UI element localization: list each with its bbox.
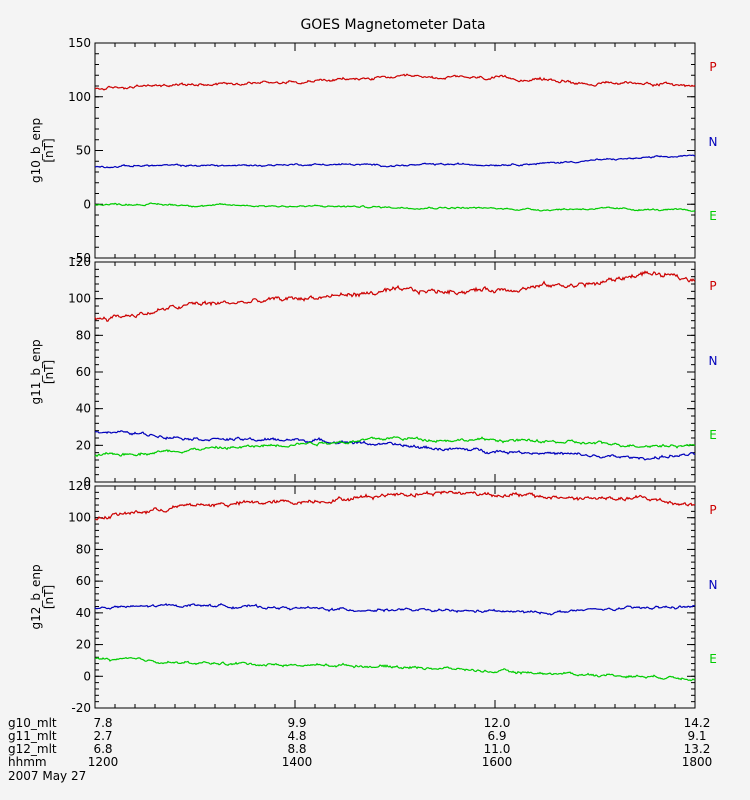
y-axis-label: g10_b_enp — [29, 118, 43, 183]
x-row-value: 1400 — [282, 755, 313, 769]
x-row-value: 4.8 — [287, 729, 306, 743]
y-tick-label: 120 — [68, 479, 91, 493]
series-line-N-panel-3 — [94, 603, 696, 616]
x-row-value: 11.0 — [484, 742, 511, 756]
x-row-label: g12_mlt — [8, 742, 57, 756]
y-axis-label: g11_b_enp — [29, 339, 43, 404]
y-tick-label: 80 — [76, 542, 91, 556]
y-axis-unit: [nT] — [42, 585, 56, 609]
legend-P: P — [709, 279, 716, 293]
y-tick-label: 20 — [76, 438, 91, 452]
y-tick-label: -50 — [71, 251, 91, 265]
y-tick-label: 50 — [76, 144, 91, 158]
y-tick-label: 40 — [76, 402, 91, 416]
y-tick-label: 100 — [68, 90, 91, 104]
legend-N: N — [709, 354, 718, 368]
legend-P: P — [709, 503, 716, 517]
x-row-value: 2.7 — [93, 729, 112, 743]
series-line-N-panel-1 — [94, 154, 696, 169]
x-row-label: g11_mlt — [8, 729, 57, 743]
x-row-value: 7.8 — [93, 716, 112, 730]
x-row-value: 6.8 — [93, 742, 112, 756]
series-line-N-panel-2 — [94, 430, 696, 461]
y-tick-label: 100 — [68, 511, 91, 525]
x-row-value: 13.2 — [684, 742, 711, 756]
series-line-E-panel-3 — [94, 656, 696, 682]
date-label: 2007 May 27 — [8, 769, 86, 783]
legend-E: E — [709, 209, 717, 223]
plot-frame — [94, 42, 696, 259]
y-tick-label: 60 — [76, 365, 91, 379]
series-line-P-panel-2 — [94, 270, 696, 322]
panel-1: -50 0 50 100 150 g10_b_enp [nT] P N E — [29, 36, 717, 265]
plot-frame — [94, 485, 696, 709]
legend-E: E — [709, 428, 717, 442]
y-tick-label: 100 — [68, 292, 91, 306]
series-line-E-panel-2 — [94, 436, 696, 458]
series-line-P-panel-3 — [94, 490, 696, 521]
x-row-value: 9.9 — [287, 716, 306, 730]
x-axis-table: g10_mlt 7.8 9.9 12.0 14.2 g11_mlt 2.7 4.8 6.9 9.1… — [8, 716, 712, 783]
series-line-E-panel-1 — [94, 202, 696, 212]
chart-title: GOES Magnetometer Data — [300, 17, 485, 33]
y-tick-label: 60 — [76, 574, 91, 588]
x-row-label: hhmm — [8, 755, 47, 769]
x-row-value: 1800 — [682, 755, 713, 769]
y-tick-label: 0 — [83, 669, 91, 683]
legend-P: P — [709, 60, 716, 74]
x-row-value: 1200 — [88, 755, 119, 769]
x-row-value: 6.9 — [487, 729, 506, 743]
series-line-P-panel-1 — [95, 73, 696, 91]
y-tick-label: 150 — [68, 36, 91, 50]
y-tick-label: 0 — [83, 475, 91, 489]
y-axis-unit: [nT] — [42, 360, 56, 384]
plot-frame — [94, 261, 696, 483]
legend-N: N — [709, 578, 718, 592]
x-row-value: 8.8 — [287, 742, 306, 756]
legend-N: N — [709, 135, 718, 149]
legend-E: E — [709, 652, 717, 666]
y-axis-label: g12_b_enp — [29, 564, 43, 629]
x-row-value: 1600 — [482, 755, 513, 769]
x-row-value: 9.1 — [687, 729, 706, 743]
y-tick-label: 20 — [76, 638, 91, 652]
y-tick-label: 80 — [76, 328, 91, 342]
y-tick-label: 40 — [76, 606, 91, 620]
x-row-label: g10_mlt — [8, 716, 57, 730]
panel-3: -20 0 20 40 60 80 100 120 g12_b_enp [nT] P N E — [29, 479, 717, 715]
y-tick-label: 0 — [83, 197, 91, 211]
y-axis-unit: [nT] — [42, 138, 56, 162]
y-tick-label: 120 — [68, 255, 91, 269]
x-row-value: 12.0 — [484, 716, 511, 730]
x-row-value: 14.2 — [684, 716, 711, 730]
y-tick-label: -20 — [71, 701, 91, 715]
panel-2: 0 20 40 60 80 100 120 g11_b_enp [nT] P N E — [29, 255, 717, 489]
